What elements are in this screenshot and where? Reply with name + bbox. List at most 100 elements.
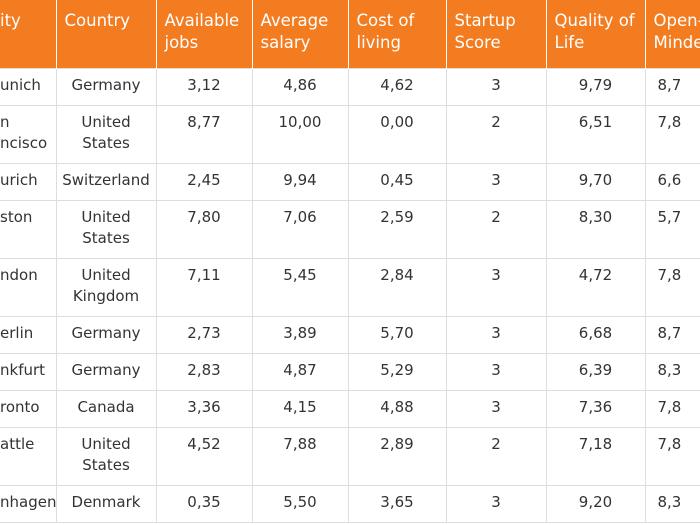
- table-cell: 7,8: [644, 427, 700, 486]
- table-cell: 8,7: [644, 316, 700, 354]
- table-cell: 2,83: [155, 353, 253, 391]
- city-cell: nhagen: [0, 485, 57, 523]
- city-cell: erlin: [0, 316, 57, 354]
- table-cell: 9,70: [545, 163, 646, 201]
- table-cell: 4,87: [251, 353, 349, 391]
- table-row: ndon United Kingdom 7,11 5,45 2,84 3 4,72 7,8: [0, 258, 700, 317]
- table-cell: 2,89: [347, 427, 447, 486]
- table-cell: 8,30: [545, 200, 646, 259]
- table-cell: United States: [55, 105, 157, 164]
- table-cell: 7,88: [251, 427, 349, 486]
- table-cell: United States: [55, 200, 157, 259]
- table-cell: 2,45: [155, 163, 253, 201]
- table-cell: 5,70: [347, 316, 447, 354]
- header-cell: Country: [56, 0, 157, 69]
- table-cell: Denmark: [55, 485, 157, 523]
- table-cell: 7,36: [545, 390, 646, 428]
- header-cell: Startup Score: [446, 0, 547, 69]
- table-cell: 7,11: [155, 258, 253, 317]
- table-cell: 8,77: [155, 105, 253, 164]
- table-row: attle United States 4,52 7,88 2,89 2 7,18 7,8: [0, 427, 700, 486]
- table-cell: 8,7: [644, 68, 700, 106]
- table-cell: United Kingdom: [55, 258, 157, 317]
- header-cell: Cost of living: [348, 0, 447, 69]
- table-cell: 6,51: [545, 105, 646, 164]
- table-cell: 5,45: [251, 258, 349, 317]
- table-cell: 5,7: [644, 200, 700, 259]
- table-cell: Switzerland: [55, 163, 157, 201]
- table-cell: 4,72: [545, 258, 646, 317]
- table-cell: 4,86: [251, 68, 349, 106]
- table-cell: Germany: [55, 353, 157, 391]
- table-cell: 9,20: [545, 485, 646, 523]
- table-cell: 3,89: [251, 316, 349, 354]
- table-cell: 3: [445, 353, 547, 391]
- table-cell: 7,8: [644, 258, 700, 317]
- table-cell: 6,68: [545, 316, 646, 354]
- table-cell: 8,3: [644, 485, 700, 523]
- table-row: unich Germany 3,12 4,86 4,62 3 9,79 8,7: [0, 68, 700, 106]
- table-cell: 9,79: [545, 68, 646, 106]
- header-cell: ity: [0, 0, 57, 69]
- header-cell: Average salary: [252, 0, 349, 69]
- table-cell: 9,94: [251, 163, 349, 201]
- table-row: urich Switzerland 2,45 9,94 0,45 3 9,70 6,6: [0, 163, 700, 201]
- header-row: ity Country Available jobs Average salary Co…: [0, 0, 700, 69]
- table-row: n ncisco United States 8,77 10,00 0,00 2 6,51 7…: [0, 105, 700, 164]
- header-cell: Available jobs: [156, 0, 253, 69]
- table-cell: 2,73: [155, 316, 253, 354]
- table-cell: Canada: [55, 390, 157, 428]
- table-cell: 3: [445, 390, 547, 428]
- table-row: nhagen Denmark 0,35 5,50 3,65 3 9,20 8,3: [0, 485, 700, 523]
- table-cell: 2,59: [347, 200, 447, 259]
- table-cell: 6,6: [644, 163, 700, 201]
- table-row: ronto Canada 3,36 4,15 4,88 3 7,36 7,8: [0, 390, 700, 428]
- table-body: unich Germany 3,12 4,86 4,62 3 9,79 8,7 n ncisco…: [0, 68, 700, 523]
- city-cell: urich: [0, 163, 57, 201]
- table-cell: 0,35: [155, 485, 253, 523]
- table-cell: Germany: [55, 68, 157, 106]
- city-cell: ston: [0, 200, 57, 259]
- table-cell: 7,8: [644, 390, 700, 428]
- table-cell: 4,15: [251, 390, 349, 428]
- city-cell: ndon: [0, 258, 57, 317]
- table-cell: 4,52: [155, 427, 253, 486]
- city-cell: unich: [0, 68, 57, 106]
- table-cell: 2: [445, 200, 547, 259]
- table-cell: 3: [445, 258, 547, 317]
- city-cell: nkfurt: [0, 353, 57, 391]
- city-cell: n ncisco: [0, 105, 57, 164]
- city-cell: attle: [0, 427, 57, 486]
- table-cell: Germany: [55, 316, 157, 354]
- table-cell: 4,62: [347, 68, 447, 106]
- table-cell: 3: [445, 163, 547, 201]
- table-row: nkfurt Germany 2,83 4,87 5,29 3 6,39 8,3: [0, 353, 700, 391]
- table-cell: 4,88: [347, 390, 447, 428]
- table-cell: 3,65: [347, 485, 447, 523]
- table-cell: 7,18: [545, 427, 646, 486]
- table-cell: 3: [445, 485, 547, 523]
- table-cell: 2,84: [347, 258, 447, 317]
- table-cell: 2: [445, 427, 547, 486]
- table-cell: United States: [55, 427, 157, 486]
- table-cell: 7,8: [644, 105, 700, 164]
- table-cell: 3,36: [155, 390, 253, 428]
- table-cell: 3,12: [155, 68, 253, 106]
- table-row: erlin Germany 2,73 3,89 5,70 3 6,68 8,7: [0, 316, 700, 354]
- table-cell: 2: [445, 105, 547, 164]
- table-cell: 10,00: [251, 105, 349, 164]
- table-cell: 7,80: [155, 200, 253, 259]
- header-cell: Open- Minde: [645, 0, 700, 69]
- table-row: ston United States 7,80 7,06 2,59 2 8,30 5,7: [0, 200, 700, 259]
- table-cell: 3: [445, 68, 547, 106]
- city-cell: ronto: [0, 390, 57, 428]
- table-cell: 0,45: [347, 163, 447, 201]
- table-cell: 5,29: [347, 353, 447, 391]
- header-cell: Quality of Life: [546, 0, 646, 69]
- table-cell: 5,50: [251, 485, 349, 523]
- table-cell: 0,00: [347, 105, 447, 164]
- table-cell: 3: [445, 316, 547, 354]
- table-cell: 8,3: [644, 353, 700, 391]
